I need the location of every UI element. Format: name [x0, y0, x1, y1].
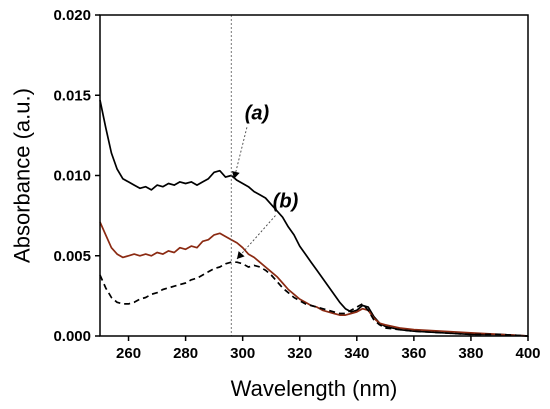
annotation-layer: (a) (b) — [231, 102, 299, 260]
x-axis-title: Wavelength (nm) — [231, 376, 398, 401]
x-tick-label: 280 — [173, 345, 198, 362]
annotation-arrowhead-2 — [236, 251, 245, 259]
annotation-leader-1 — [233, 127, 248, 179]
annotation-arrowhead-1 — [231, 170, 240, 179]
series-line-1 — [99, 99, 529, 337]
x-tick-label: 360 — [401, 345, 426, 362]
y-tick-label: 0.010 — [53, 168, 91, 185]
x-ticks: 260 280 300 320 340 360 380 400 — [116, 336, 541, 362]
x-tick-label: 340 — [344, 345, 369, 362]
y-tick-label: 0.000 — [53, 328, 91, 345]
y-tick-label: 0.020 — [53, 7, 91, 24]
y-tick-label: 0.015 — [53, 87, 91, 104]
x-tick-label: 320 — [287, 345, 312, 362]
y-ticks: 0.000 0.005 0.010 0.015 0.020 — [53, 7, 100, 345]
x-tick-label: 380 — [458, 345, 483, 362]
x-tick-label: 260 — [116, 345, 141, 362]
plot-frame — [99, 14, 529, 337]
x-tick-label: 400 — [515, 345, 540, 362]
series-line-2 — [99, 221, 529, 337]
annotation-label-2: (b) — [273, 191, 299, 213]
series-line-3 — [99, 261, 529, 337]
x-tick-label: 300 — [230, 345, 255, 362]
y-axis-title: Absorbance (a.u.) — [10, 88, 35, 263]
annotation-leader-2 — [236, 215, 276, 260]
y-tick-label: 0.005 — [53, 248, 91, 265]
annotation-label-1: (a) — [245, 102, 270, 124]
series-layer — [99, 99, 529, 337]
